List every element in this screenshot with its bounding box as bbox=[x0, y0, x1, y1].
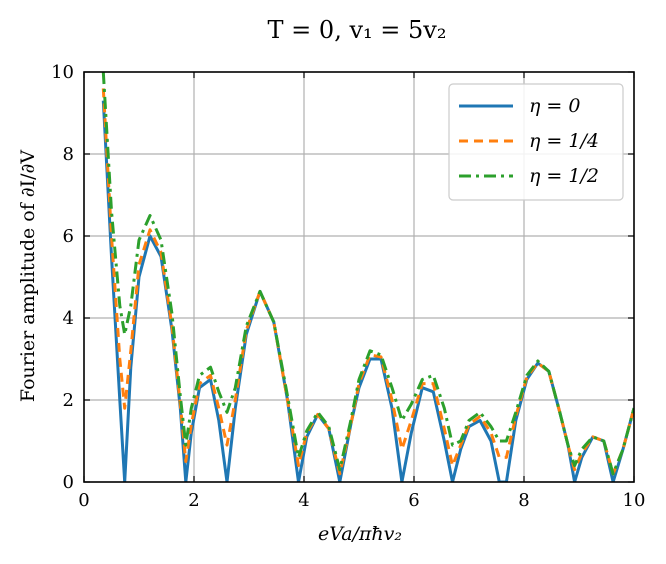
y-axis-label: Fourier amplitude of ∂I/∂V bbox=[17, 150, 39, 402]
x-tick-label: 8 bbox=[518, 490, 529, 511]
y-tick-label: 8 bbox=[63, 144, 74, 165]
y-tick-label: 0 bbox=[63, 472, 74, 493]
legend-label-0: η = 0 bbox=[529, 95, 580, 117]
x-tick-label: 0 bbox=[78, 490, 89, 511]
y-tick-label: 10 bbox=[51, 62, 74, 83]
legend-label-1: η = 1/4 bbox=[529, 130, 599, 152]
axis-ticks: 0 2 4 6 8 10 0 2 4 6 8 10 bbox=[51, 62, 645, 511]
y-tick-label: 4 bbox=[63, 308, 74, 329]
x-tick-label: 4 bbox=[298, 490, 309, 511]
x-tick-label: 2 bbox=[188, 490, 199, 511]
y-tick-label: 6 bbox=[63, 226, 74, 247]
plot-frame bbox=[83, 71, 635, 483]
y-tick-label: 2 bbox=[63, 390, 74, 411]
legend-label-2: η = 1/2 bbox=[529, 165, 599, 187]
x-axis-label: eVa/πħv₂ bbox=[318, 523, 402, 545]
x-tick-label: 6 bbox=[408, 490, 419, 511]
series-layer bbox=[101, 72, 634, 482]
chart-title: T = 0, v₁ = 5v₂ bbox=[268, 16, 447, 44]
series-line-2 bbox=[101, 72, 634, 476]
legend: η = 0 η = 1/4 η = 1/2 bbox=[448, 83, 624, 201]
legend-box bbox=[448, 83, 624, 201]
x-tick-label: 10 bbox=[623, 490, 646, 511]
